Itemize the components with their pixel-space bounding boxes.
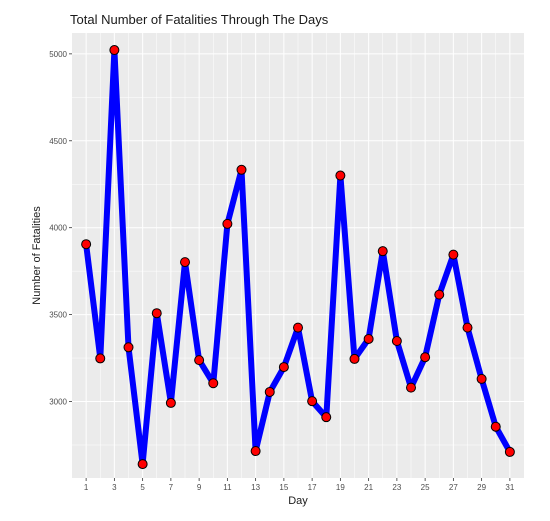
x-tick-label: 19	[336, 483, 345, 492]
grid-lines	[72, 33, 524, 478]
x-tick-label: 23	[392, 483, 401, 492]
data-point	[264, 386, 275, 397]
data-point	[123, 342, 134, 353]
data-point	[504, 446, 515, 457]
data-point	[208, 378, 219, 389]
data-point	[250, 446, 261, 457]
x-tick-label: 29	[477, 483, 486, 492]
data-point	[95, 353, 106, 364]
x-axis-ticks: 1 3 5 7 9 11 13 15 17 19 21 23 25 27 29 31	[84, 478, 515, 492]
data-point	[462, 322, 473, 333]
data-point	[335, 170, 346, 181]
x-tick-label: 1	[84, 483, 89, 492]
data-point	[406, 382, 416, 393]
x-tick-label: 7	[169, 483, 174, 492]
data-point	[137, 459, 148, 470]
x-tick-label: 9	[197, 483, 202, 492]
data-point	[222, 218, 233, 229]
data-point	[236, 164, 247, 175]
y-tick-label: 4000	[49, 224, 67, 233]
data-point	[194, 355, 205, 366]
data-point	[448, 249, 459, 260]
data-point	[307, 396, 318, 407]
data-point	[278, 362, 289, 373]
data-point	[151, 308, 162, 319]
x-tick-label: 3	[112, 483, 117, 492]
data-point	[109, 45, 120, 56]
x-tick-label: 27	[449, 483, 458, 492]
data-point	[420, 352, 431, 363]
y-tick-label: 3500	[49, 311, 67, 320]
data-point	[321, 412, 332, 423]
data-point	[363, 333, 374, 344]
x-tick-label: 21	[364, 483, 373, 492]
data-point	[180, 257, 190, 268]
x-tick-label: 11	[223, 483, 232, 492]
y-tick-label: 3000	[49, 398, 67, 407]
data-point	[349, 353, 360, 364]
chart-title: Total Number of Fatalities Through The D…	[70, 12, 329, 27]
data-point	[165, 397, 176, 408]
x-tick-label: 17	[308, 483, 317, 492]
x-tick-label: 25	[421, 483, 430, 492]
data-point	[490, 421, 501, 432]
data-point	[81, 239, 92, 250]
x-tick-label: 5	[140, 483, 145, 492]
x-axis-label: Day	[288, 495, 308, 507]
x-tick-label: 15	[279, 483, 288, 492]
data-points	[81, 45, 515, 470]
data-point	[293, 322, 303, 333]
data-point	[377, 246, 388, 257]
data-point	[476, 373, 487, 384]
data-point	[391, 336, 402, 347]
x-tick-label: 31	[505, 483, 514, 492]
y-tick-label: 5000	[49, 50, 67, 59]
y-tick-label: 4500	[49, 137, 67, 146]
data-point	[434, 289, 445, 300]
x-tick-label: 13	[251, 483, 260, 492]
y-axis-ticks: 3000 3500 4000 4500 5000	[49, 50, 72, 407]
y-axis-label: Number of Fatalities	[31, 206, 43, 305]
